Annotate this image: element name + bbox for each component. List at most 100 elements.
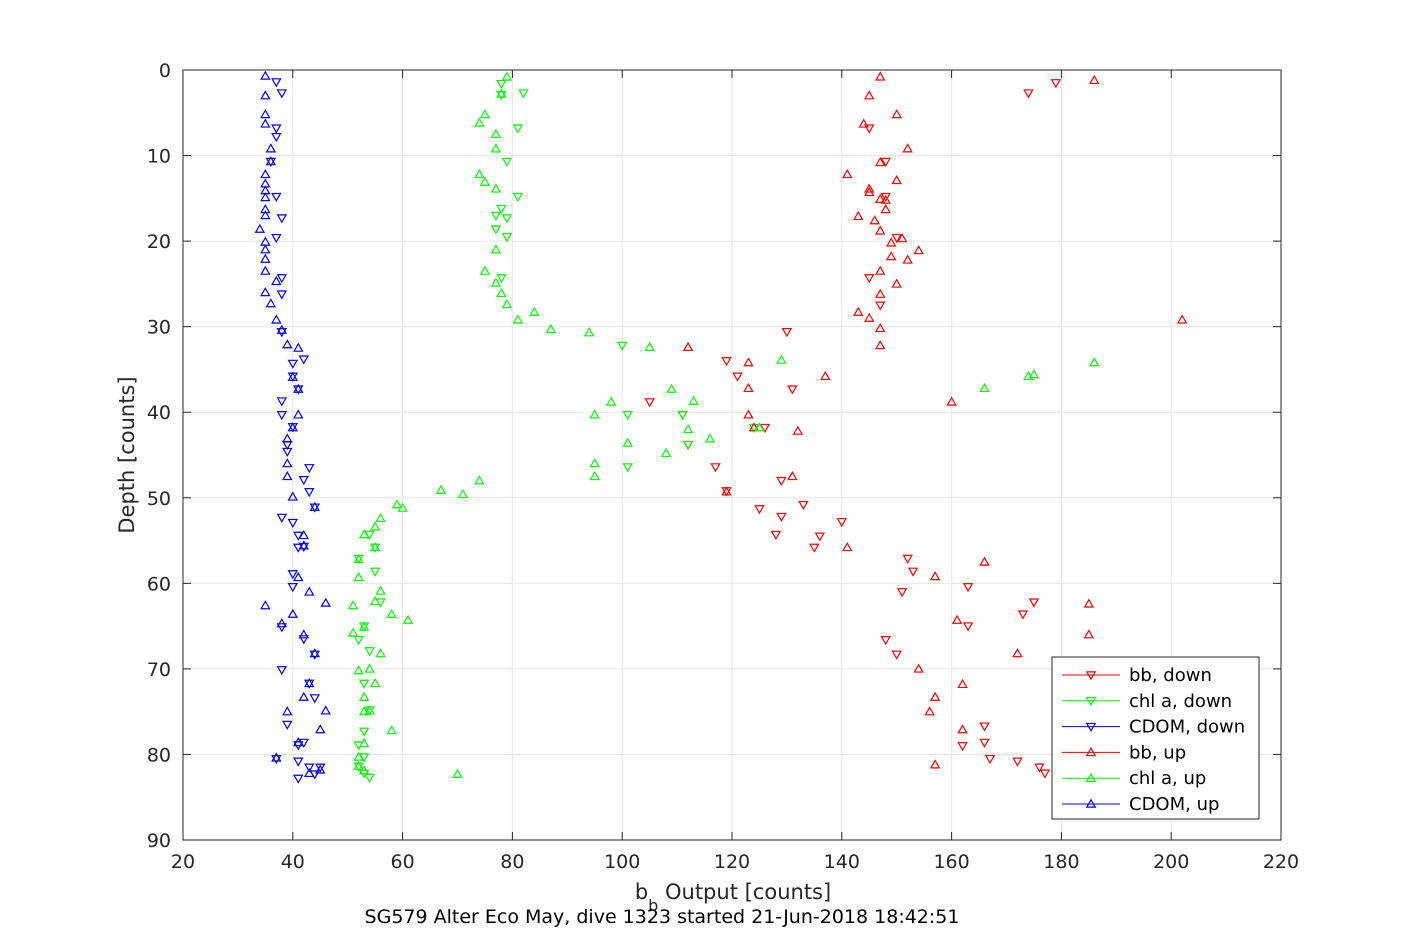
data-point [896, 233, 908, 243]
data-point [276, 324, 288, 334]
data-point [287, 518, 299, 528]
y-tick-label: 0 [159, 60, 171, 82]
data-point [276, 214, 288, 224]
data-point [891, 278, 902, 288]
data-point [282, 433, 293, 443]
data-point [864, 90, 875, 100]
data-point [501, 299, 513, 309]
data-point [710, 463, 721, 473]
data-point [529, 306, 540, 316]
data-point [902, 254, 913, 264]
data-point [891, 174, 902, 185]
data-point [1034, 763, 1045, 773]
data-point [496, 79, 507, 90]
data-point [353, 761, 364, 771]
data-point [1028, 598, 1040, 608]
data-point [490, 128, 502, 138]
data-point [842, 168, 853, 179]
data-point [293, 757, 304, 767]
legend: bb, down chl a, down CDOM, down bb, up chl a… [1051, 656, 1260, 820]
data-point [792, 425, 804, 435]
data-point [929, 571, 941, 581]
data-point [754, 505, 765, 515]
y-tick-label: 80 [147, 744, 171, 766]
data-point [276, 89, 288, 99]
data-point [754, 422, 765, 432]
data-point [820, 370, 831, 381]
data-point [358, 621, 370, 631]
data-point [644, 398, 655, 408]
data-point [298, 476, 310, 486]
data-point [490, 183, 502, 193]
data-point [260, 90, 271, 100]
legend-marker [1085, 671, 1097, 681]
data-point [1083, 629, 1095, 639]
data-point [913, 663, 924, 673]
axis-ticks: 20 40 60 80 100 120 140 160 180 200 220 0 10 20 30 40 50… [147, 60, 1299, 873]
data-point [304, 767, 315, 778]
data-point [479, 109, 491, 119]
data-point [315, 763, 326, 773]
y-tick-label: 60 [147, 573, 171, 595]
data-point [743, 382, 754, 393]
x-tick-label: 200 [1153, 851, 1189, 873]
data-point [457, 488, 469, 499]
series-4 [682, 71, 1188, 769]
data-point [293, 383, 304, 393]
data-point [276, 274, 288, 284]
data-point [265, 156, 277, 166]
data-point [260, 109, 271, 119]
data-point [688, 395, 699, 405]
data-point [885, 251, 897, 261]
data-point [512, 314, 524, 324]
data-point [880, 157, 891, 167]
data-point [304, 464, 315, 474]
data-point [891, 650, 902, 660]
data-point [957, 742, 968, 752]
data-point [358, 727, 370, 737]
data-point [397, 502, 408, 512]
data-point [776, 476, 787, 487]
data-point [358, 622, 370, 632]
data-point [1039, 769, 1051, 779]
data-point [265, 298, 277, 308]
data-point [798, 500, 809, 511]
series-5 [347, 71, 1100, 778]
data-point [584, 327, 595, 337]
data-point [490, 143, 502, 153]
legend-marker [1085, 746, 1097, 757]
data-point [320, 597, 331, 607]
data-point [622, 463, 633, 473]
x-tick-label: 160 [933, 851, 969, 873]
data-point [1083, 598, 1095, 608]
y-axis-label: Depth [counts] [115, 376, 139, 533]
data-point [304, 678, 315, 688]
data-point [391, 499, 403, 509]
data-point [271, 132, 282, 143]
data-point [589, 470, 600, 481]
data-point [589, 409, 600, 419]
data-point [260, 253, 271, 263]
data-point [347, 600, 359, 610]
data-point [809, 543, 820, 553]
data-point [853, 306, 864, 316]
y-tick-label: 40 [147, 402, 171, 424]
data-point [358, 765, 370, 775]
data-point [287, 570, 299, 580]
data-point [496, 88, 507, 98]
data-point [402, 614, 414, 624]
data-point [874, 322, 886, 333]
data-point [474, 168, 485, 179]
data-point [271, 275, 282, 286]
data-point [375, 512, 386, 523]
data-point [271, 752, 282, 762]
data-point [304, 586, 315, 596]
data-point [721, 487, 732, 497]
data-point [254, 223, 266, 233]
y-tick-label: 50 [147, 488, 171, 510]
data-point [298, 635, 310, 645]
data-point [293, 571, 304, 582]
data-point [929, 691, 941, 701]
data-point [364, 705, 375, 715]
